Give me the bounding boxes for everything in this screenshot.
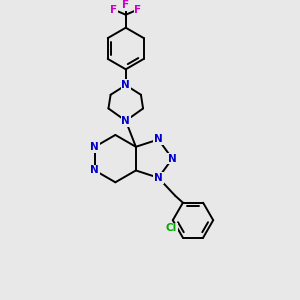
Text: F: F — [134, 4, 141, 14]
Text: N: N — [91, 142, 99, 152]
Text: N: N — [122, 116, 130, 126]
Text: F: F — [110, 4, 117, 14]
Text: N: N — [168, 154, 177, 164]
Text: N: N — [122, 80, 130, 90]
Text: Cl: Cl — [166, 223, 177, 233]
Text: N: N — [154, 134, 163, 145]
Text: N: N — [154, 173, 163, 183]
Text: F: F — [122, 1, 129, 10]
Text: N: N — [91, 166, 99, 176]
